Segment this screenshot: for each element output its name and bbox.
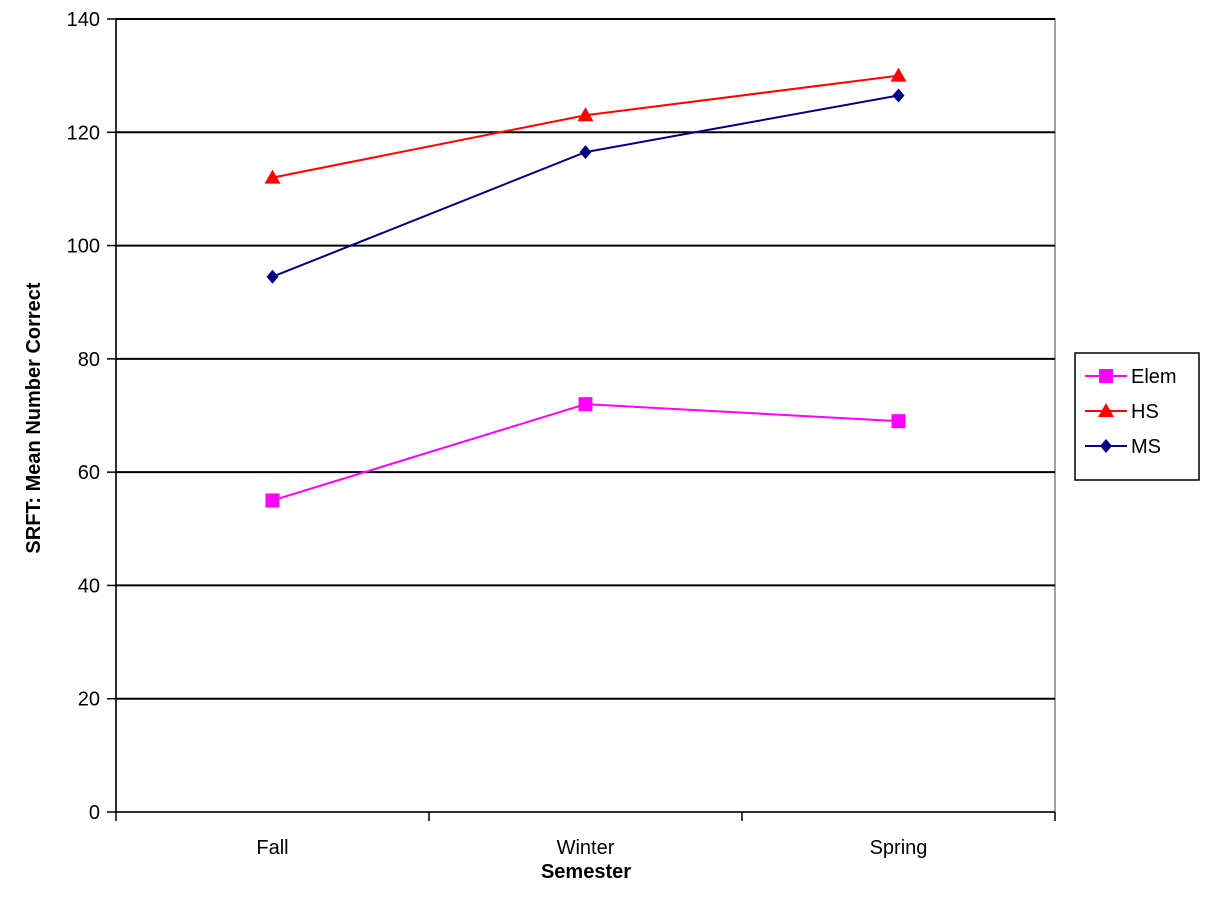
legend-label-elem: Elem bbox=[1131, 366, 1177, 388]
x-tick-label: Spring bbox=[870, 837, 928, 859]
legend-item-elem: Elem bbox=[1085, 366, 1177, 388]
x-tick-label: Winter bbox=[557, 837, 615, 859]
data-point-ms bbox=[266, 269, 279, 284]
legend-marker-hs bbox=[1098, 403, 1114, 417]
data-point-hs bbox=[890, 67, 907, 82]
y-tick-label: 0 bbox=[89, 802, 100, 824]
legend-marker-ms bbox=[1100, 439, 1112, 453]
data-point-hs bbox=[577, 107, 594, 122]
data-point-elem bbox=[578, 397, 593, 412]
y-tick-labels: 0 20 40 60 80 100 120 140 bbox=[67, 9, 100, 824]
y-tick-label: 60 bbox=[78, 462, 100, 484]
legend-box bbox=[1074, 352, 1200, 481]
y-axis-title: SRFT: Mean Number Correct bbox=[23, 282, 45, 553]
plot-area bbox=[115, 18, 1056, 813]
legend-marker-elem bbox=[1099, 369, 1113, 383]
legend-item-ms: MS bbox=[1085, 436, 1161, 458]
x-tick-labels: Fall Winter Spring bbox=[256, 837, 927, 859]
legend-label-hs: HS bbox=[1131, 401, 1159, 423]
y-tick-label: 20 bbox=[78, 689, 100, 711]
legend: Elem HS MS bbox=[1074, 352, 1200, 481]
y-tick-label: 40 bbox=[78, 575, 100, 597]
plot-frame bbox=[115, 18, 1056, 813]
gridlines bbox=[116, 18, 1055, 700]
y-tick-label: 80 bbox=[78, 349, 100, 371]
data-point-hs bbox=[264, 169, 281, 184]
data-point-elem bbox=[891, 414, 906, 429]
y-tick-label: 100 bbox=[67, 236, 100, 258]
y-tick-label: 120 bbox=[67, 122, 100, 144]
legend-item-hs: HS bbox=[1085, 401, 1159, 423]
data-point-ms bbox=[892, 88, 905, 103]
x-tick-label: Fall bbox=[256, 837, 288, 859]
data-point-ms bbox=[579, 145, 592, 160]
y-tick-label: 140 bbox=[67, 9, 100, 31]
x-axis-title: Semester bbox=[541, 861, 631, 883]
legend-label-ms: MS bbox=[1131, 436, 1161, 458]
series-markers bbox=[264, 67, 907, 508]
data-point-elem bbox=[265, 493, 280, 508]
axes bbox=[107, 18, 1056, 821]
